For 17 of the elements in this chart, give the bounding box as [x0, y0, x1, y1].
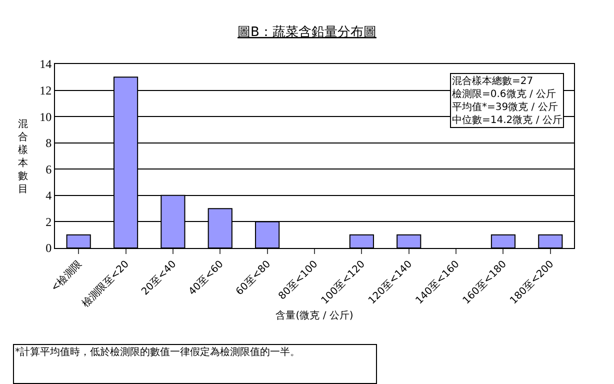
y-tick-label: 6	[46, 162, 52, 176]
annotation: 平均值*=39微克 / 公斤	[452, 101, 558, 113]
y-tick-label: 2	[46, 214, 52, 229]
text: *計算平均值時，低於檢測限的數值一律假定為檢測限值的一半。	[15, 346, 300, 358]
annotation: 中位數=14.2微克 / 公斤	[452, 114, 562, 126]
annotation: 混合樣本總數=27	[452, 75, 534, 87]
y-tick-label: 0	[46, 241, 52, 256]
x-tick-label: <檢測限	[48, 258, 84, 294]
annotation: 檢測限=0.6微克 / 公斤	[452, 88, 556, 100]
y-tick-label: 10	[40, 110, 52, 124]
x-axis-title: 含量(微克 / 公斤)	[276, 309, 354, 322]
y-tick-label: 12	[40, 83, 52, 98]
y-tick-label: 4	[46, 188, 52, 203]
chart-title: 圖B：蔬菜含鉛量分布圖	[238, 24, 376, 40]
y-axis-title: 混合樣本數目	[18, 118, 28, 195]
y-tick-label: 8	[46, 136, 52, 150]
y-tick-label: 14	[40, 57, 52, 72]
